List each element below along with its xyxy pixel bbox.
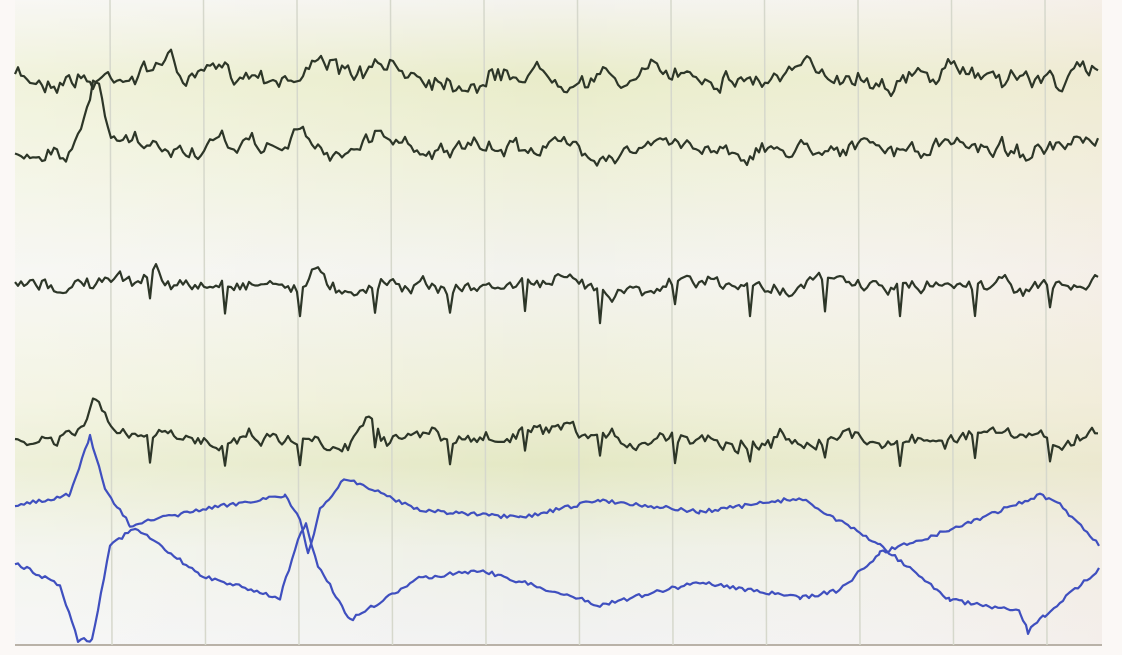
grid-line [389,0,394,646]
eeg-trace [14,263,1099,325]
grid-line [202,0,207,646]
grid-line [763,0,768,646]
grid-line [950,0,955,646]
eeg-trace [14,397,1098,467]
grid-line [109,0,113,646]
grid-line [857,0,861,646]
eeg-trace [14,79,1100,167]
grid-line [576,0,581,646]
grid-line [483,0,487,646]
eeg-trace-blue [14,492,1100,643]
eeg-trace [13,48,1099,98]
screen-glare [15,0,1102,645]
grid-line [670,0,674,646]
eeg-traces [13,48,1100,643]
grid-line [1044,0,1048,646]
eeg-trace-blue [14,433,1100,635]
